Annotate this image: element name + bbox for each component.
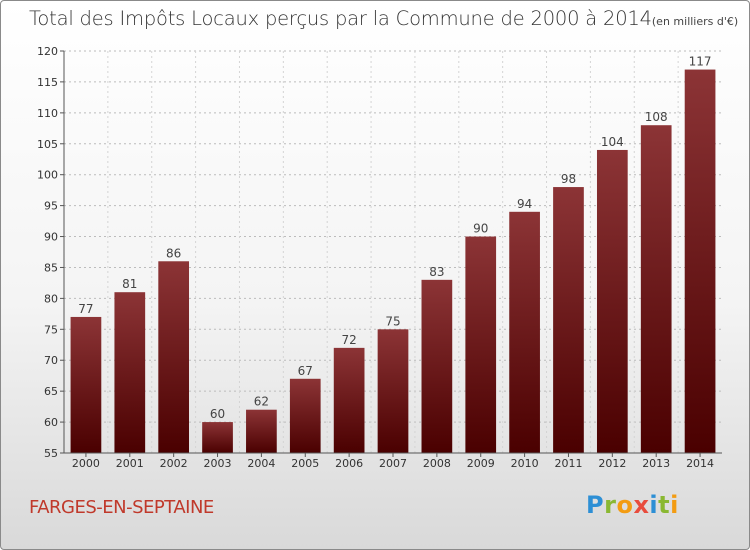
bar-2004	[246, 409, 277, 453]
value-label: 83	[429, 265, 444, 279]
x-axis: 2000 2001 2002 2003 2004 2005 2006 2007 2008 2009…	[64, 452, 722, 470]
value-label: 108	[645, 110, 668, 124]
bar-2010	[509, 211, 540, 453]
x-tick-label: 2002	[160, 457, 188, 470]
proxiti-logo[interactable]: Proxiti	[586, 491, 679, 519]
value-label: 117	[689, 55, 712, 69]
x-tick-label: 2007	[379, 457, 407, 470]
value-label: 104	[601, 135, 624, 149]
value-label: 67	[298, 364, 313, 378]
y-tick-label: 75	[44, 323, 58, 336]
title-text: Total des Impôts Locaux perçus par la Co…	[29, 7, 652, 30]
bar-2000	[70, 316, 102, 453]
logo-letter: r	[604, 491, 617, 519]
logo-letter: x	[633, 491, 650, 519]
value-label: 62	[254, 395, 269, 409]
value-label: 60	[210, 407, 225, 421]
value-label: 98	[561, 172, 576, 186]
y-tick-label: 60	[44, 416, 58, 429]
x-tick-label: 2008	[423, 457, 451, 470]
x-tick-label: 2014	[686, 457, 714, 470]
x-tick-label: 2004	[247, 457, 275, 470]
x-tick-label: 2013	[642, 457, 670, 470]
bar-2011	[553, 187, 584, 454]
logo-letter: P	[586, 491, 605, 519]
x-tick-label: 2012	[598, 457, 626, 470]
bar-2012	[596, 149, 628, 453]
x-tick-label: 2000	[72, 457, 100, 470]
bar-2003	[202, 422, 233, 453]
bar-2008	[421, 279, 453, 453]
y-tick-label: 70	[44, 354, 58, 367]
x-tick-label: 2010	[511, 457, 539, 470]
y-tick-label: 55	[44, 447, 58, 460]
value-label: 77	[78, 302, 93, 316]
logo-letter: i	[649, 491, 659, 519]
y-tick-label: 110	[37, 107, 58, 120]
logo-letter: i	[670, 491, 679, 519]
y-tick-label: 65	[44, 385, 58, 398]
x-tick-label: 2011	[554, 457, 582, 470]
bar-2007	[377, 329, 409, 453]
y-tick-label: 85	[44, 261, 58, 274]
bars: 77 81 86 60 62 67 72 75 83 90 94 98 104 108 117	[70, 55, 716, 454]
y-tick-label: 100	[37, 169, 58, 182]
y-axis: 55 60 65 70 75 80 85 90 95 100 105 110 115 120	[37, 45, 65, 460]
y-tick-label: 90	[44, 231, 58, 244]
value-label: 94	[517, 197, 532, 211]
bar-2013	[640, 125, 672, 453]
x-tick-label: 2005	[291, 457, 319, 470]
bar-2005	[289, 378, 321, 453]
value-label: 75	[385, 314, 400, 328]
unit-label: (en milliers d'€)	[651, 15, 739, 28]
value-label: 72	[341, 333, 356, 347]
bar-2001	[114, 292, 146, 453]
chart-title: Total des Impôts Locaux perçus par la Co…	[29, 7, 738, 30]
logo-letter: t	[658, 491, 671, 519]
commune-name: FARGES-EN-SEPTAINE	[29, 497, 214, 518]
x-tick-label: 2001	[116, 457, 144, 470]
value-label: 81	[122, 277, 137, 291]
y-tick-label: 80	[44, 292, 58, 305]
x-tick-label: 2006	[335, 457, 363, 470]
gridlines	[64, 50, 722, 453]
bar-2009	[465, 236, 497, 453]
value-label: 90	[473, 222, 488, 236]
bar-2014	[684, 69, 716, 454]
logo-letter: o	[616, 491, 634, 519]
y-tick-label: 115	[37, 76, 58, 89]
y-tick-label: 95	[44, 200, 58, 213]
bar-2002	[158, 261, 190, 453]
bar-2006	[333, 347, 365, 453]
y-tick-label: 120	[37, 45, 58, 58]
y-tick-label: 105	[37, 138, 58, 151]
value-label: 86	[166, 246, 181, 260]
x-tick-label: 2009	[467, 457, 495, 470]
x-tick-label: 2003	[204, 457, 232, 470]
